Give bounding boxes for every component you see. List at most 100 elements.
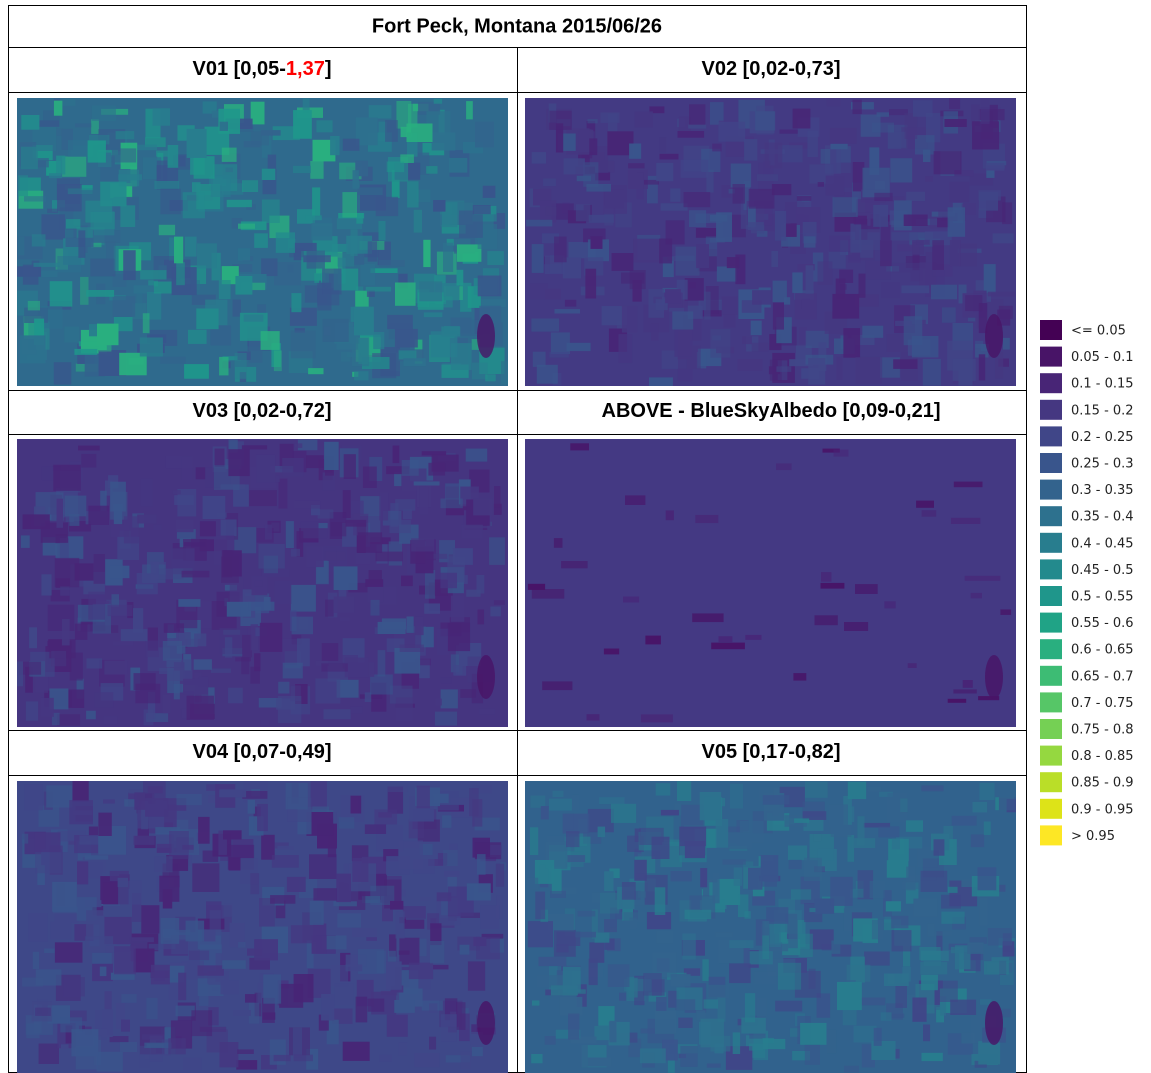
map-patch (41, 574, 51, 595)
map-patch (182, 457, 192, 480)
map-patch (466, 449, 488, 462)
map-patch (881, 1012, 892, 1021)
map-patch (251, 102, 265, 125)
legend-swatch (1040, 799, 1062, 819)
map-patch (916, 501, 934, 508)
map-patch (356, 213, 363, 224)
map-patch (185, 237, 197, 257)
map-patch (221, 980, 240, 994)
map-patch (53, 465, 81, 491)
map-lake (985, 655, 1003, 699)
map-patch (637, 173, 644, 199)
map-patch (34, 263, 61, 267)
map-patch (100, 967, 107, 977)
map-patch (949, 98, 960, 109)
map-patch (256, 455, 275, 483)
map-patch (358, 187, 383, 195)
map-patch (478, 276, 502, 297)
map-patch (448, 623, 470, 652)
map-patch (322, 269, 341, 295)
map-patch (695, 515, 718, 523)
map-patch (992, 957, 1010, 961)
map-patch (581, 1045, 588, 1067)
header-part: V01 [0,05- (193, 58, 286, 80)
map-patch (264, 556, 278, 574)
map-patch (553, 791, 564, 797)
map-patch (87, 658, 103, 668)
map-patch (999, 797, 1016, 810)
legend-swatch (1040, 400, 1062, 420)
map-patch (86, 711, 96, 720)
map-patch (154, 181, 179, 189)
map-patch (457, 270, 464, 286)
map-patch (704, 999, 719, 1008)
map-patch (978, 1041, 1000, 1064)
map-patch (978, 867, 997, 890)
map-patch (730, 784, 743, 809)
map-patch (340, 618, 350, 622)
map-patch (192, 863, 219, 892)
header-part: 1,37 (286, 58, 325, 80)
map-patch (600, 161, 614, 173)
map-patch (475, 122, 494, 148)
map-patch (805, 1045, 820, 1065)
legend-swatch (1040, 639, 1062, 659)
map-patch (532, 152, 546, 164)
map-patch (429, 1037, 436, 1050)
map-patch (183, 192, 205, 218)
map-patch (222, 148, 237, 162)
map-patch (110, 482, 126, 512)
map-patch (745, 993, 755, 1022)
map-patch (478, 610, 485, 625)
legend-swatch (1040, 373, 1062, 393)
map-patch (233, 1010, 251, 1016)
map-patch (90, 259, 115, 277)
map-patch (176, 519, 194, 532)
map-patch (46, 785, 72, 807)
map-patch (717, 997, 725, 1022)
map-patch (274, 351, 282, 372)
map-patch (754, 972, 776, 984)
map-patch (21, 535, 30, 548)
map-patch (776, 463, 792, 470)
map-image (525, 781, 1016, 1073)
map-patch (426, 166, 437, 174)
map-patch (986, 163, 1005, 171)
map-patch (844, 1066, 859, 1073)
map-patch (219, 789, 246, 797)
map-patch (98, 813, 111, 836)
map-patch (297, 638, 310, 666)
map-patch (351, 796, 362, 814)
map-patch (241, 657, 249, 674)
map-patch (74, 349, 97, 355)
map-patch (859, 274, 866, 298)
map-patch (567, 855, 585, 862)
map-patch (948, 207, 966, 237)
map-patch (156, 569, 183, 580)
map-patch (975, 341, 983, 348)
map-patch (766, 907, 788, 924)
legend-swatch (1040, 506, 1062, 526)
map-patch (414, 1053, 440, 1067)
map-patch (666, 510, 674, 520)
map-patch (173, 490, 181, 494)
map-patch (419, 939, 427, 957)
map-patch (681, 160, 709, 178)
map-patch (411, 538, 434, 551)
map-patch (306, 455, 324, 468)
map-patch (287, 265, 293, 272)
map-patch (222, 960, 246, 969)
map-patch (836, 357, 842, 380)
map-patch (396, 911, 405, 938)
map-patch (772, 184, 791, 195)
map-patch (425, 570, 435, 599)
map-patch (189, 951, 209, 961)
map-patch (414, 481, 440, 485)
map-patch (293, 1028, 302, 1058)
map-patch (168, 145, 179, 168)
map-patch (156, 151, 168, 157)
map-patch (880, 240, 892, 266)
map-patch (738, 359, 763, 371)
legend-label: 0.2 - 0.25 (1071, 430, 1134, 445)
map-patch (892, 930, 912, 951)
